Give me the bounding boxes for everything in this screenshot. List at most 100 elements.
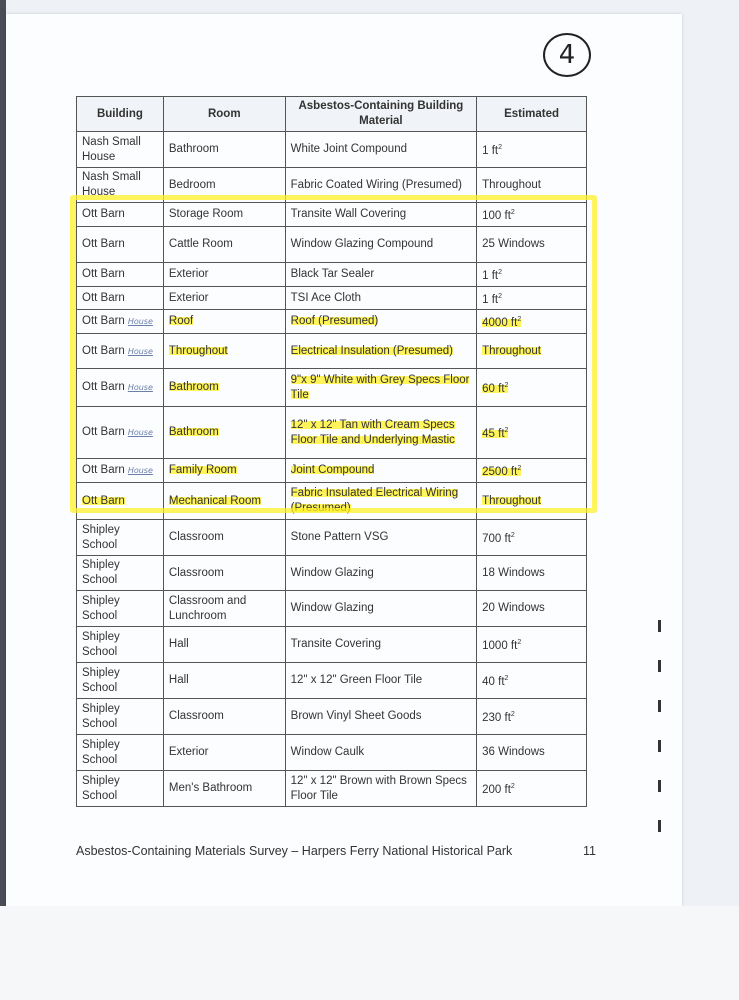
cell-estimated-text: 100 ft <box>482 209 511 222</box>
cell-building-text: Shipley School <box>82 630 120 658</box>
cell-material: 12" x 12" Tan with Cream Specs Floor Til… <box>284 406 478 460</box>
cell-material: Stone Pattern VSG <box>284 519 478 557</box>
scan-edge <box>0 0 6 912</box>
table-row: Shipley School Hall 12" x 12" Green Floor … <box>76 662 587 700</box>
cell-material-text: Transite Wall Covering <box>290 207 407 220</box>
cell-room-text: Classroom <box>168 710 224 723</box>
cell-estimated-text: 700 ft <box>482 533 511 546</box>
cell-building-text: Shipley School <box>82 559 120 587</box>
cell-estimated-text: 2500 ft2 <box>482 465 522 479</box>
cell-material: 12" x 12" Brown with Brown Specs Floor T… <box>284 770 478 808</box>
cell-building: Ott Barn <box>76 225 164 263</box>
cell-estimated: 200 ft2 <box>476 770 587 808</box>
cell-material: Transite Wall Covering <box>284 202 478 227</box>
table-row: Shipley School Classroom Stone Pattern VSG… <box>76 519 587 557</box>
cell-estimated-text: 200 ft <box>482 784 511 797</box>
cell-room-text: Hall <box>168 638 189 651</box>
cell-building: Shipley School <box>76 590 164 628</box>
header-room: Room <box>162 96 286 132</box>
cell-material: Brown Vinyl Sheet Goods <box>284 698 478 736</box>
cell-material: Window Glazing Compound <box>284 225 478 263</box>
cell-material-text: Stone Pattern VSG <box>290 531 389 544</box>
table-row: Ott Barn House Throughout Electrical Insula… <box>76 333 587 370</box>
cell-room: Classroom <box>162 555 286 592</box>
cell-material: Window Glazing <box>284 555 478 592</box>
cell-material-text: Window Caulk <box>290 746 365 759</box>
cell-estimated-text: 60 ft2 <box>482 382 509 396</box>
cell-estimated-text: 45 ft2 <box>482 427 509 441</box>
cell-estimated-text: 1000 ft <box>482 640 518 653</box>
cell-room: Bathroom <box>162 406 286 460</box>
cell-room: Hall <box>162 662 286 700</box>
cell-material: Fabric Coated Wiring (Presumed) <box>284 167 478 203</box>
handwritten-note: House <box>127 383 153 393</box>
cell-building: Shipley School <box>76 662 164 700</box>
handwritten-note: House <box>127 317 153 327</box>
cell-room-text: Mechanical Room <box>168 494 261 507</box>
superscript: 2 <box>504 427 509 435</box>
cell-room-text: Bathroom <box>168 381 219 394</box>
cell-estimated-text: 20 Windows <box>482 602 545 615</box>
cell-building-text: Nash Small House <box>82 171 141 198</box>
cell-estimated: 700 ft2 <box>476 519 587 557</box>
cell-building-text: Ott Barn <box>82 381 125 394</box>
cell-material-text: Roof (Presumed) <box>290 315 379 328</box>
table-row: Shipley School Exterior Window Caulk 36 Win… <box>76 734 587 772</box>
cell-estimated: 100 ft2 <box>476 202 587 227</box>
cell-material: Transite Covering <box>284 626 478 664</box>
superscript: 2 <box>517 465 522 473</box>
cell-room-text: Classroom and Lunchroom <box>168 594 247 622</box>
cell-building: Shipley School <box>76 698 164 736</box>
table-row: Nash Small House Bedroom Fabric Coated Wir… <box>76 167 587 203</box>
cell-estimated: 36 Windows <box>476 734 587 772</box>
cell-material: Joint Compound <box>284 458 478 484</box>
cell-material-text: Electrical Insulation (Presumed) <box>290 344 453 357</box>
cell-building-text: Ott Barn <box>82 315 125 328</box>
cell-building-text: Shipley School <box>82 594 120 622</box>
cell-estimated: 60 ft2 <box>476 368 587 408</box>
cell-estimated: 4000 ft2 <box>476 309 587 335</box>
cell-estimated-text: Throughout <box>482 344 541 357</box>
cell-room: Family Room <box>162 458 286 484</box>
asbestos-materials-table: Building Room Asbestos-Containing Buildi… <box>76 96 587 808</box>
scan-edge-marks <box>658 620 661 850</box>
cell-room-text: Hall <box>168 674 189 687</box>
table-row: Nash Small House Bathroom White Joint Comp… <box>76 131 587 168</box>
cell-room-text: Exterior <box>168 267 209 280</box>
cell-room-text: Bedroom <box>168 178 216 191</box>
table-row: Ott Barn Storage Room Transite Wall Coveri… <box>76 202 587 227</box>
cell-building: Shipley School <box>76 555 164 592</box>
cell-material: Roof (Presumed) <box>284 309 478 335</box>
cell-building: Ott Barn <box>76 482 164 521</box>
superscript: 2 <box>510 532 515 540</box>
cell-estimated-text: Throughout <box>482 494 541 507</box>
table-row: Shipley School Classroom and Lunchroom Win… <box>76 590 587 628</box>
cell-material-text: Window Glazing Compound <box>290 237 434 250</box>
handwritten-note: House <box>127 466 153 476</box>
cell-material-text: Black Tar Sealer <box>290 267 375 280</box>
cell-room: Classroom and Lunchroom <box>162 590 286 628</box>
cell-room: Throughout <box>162 333 286 370</box>
cell-material-text: 12" x 12" Tan with Cream Specs Floor Til… <box>290 418 455 446</box>
cell-estimated: 20 Windows <box>476 590 587 628</box>
cell-material-text: White Joint Compound <box>290 143 407 155</box>
cell-room: Bathroom <box>162 368 286 408</box>
cell-building: Nash Small House <box>76 167 164 203</box>
table-row: Ott Barn House Bathroom 9"x 9" White with G… <box>76 368 587 408</box>
cell-room-text: Storage Room <box>168 207 244 220</box>
cell-estimated-text: Throughout <box>482 178 541 191</box>
cell-building: Ott Barn <box>76 285 164 311</box>
table-row: Ott Barn House Roof Roof (Presumed) 4000 ft2 <box>76 309 587 335</box>
header-estimated: Estimated <box>476 96 587 132</box>
cell-building: Shipley School <box>76 770 164 808</box>
cell-material-text: Window Glazing <box>290 566 374 579</box>
cell-estimated: Throughout <box>476 333 587 370</box>
superscript: 2 <box>504 675 509 683</box>
cell-material-text: Joint Compound <box>290 464 375 477</box>
cell-room-text: Bathroom <box>168 426 219 439</box>
cell-material: Electrical Insulation (Presumed) <box>284 333 478 370</box>
handwritten-note: House <box>127 346 153 356</box>
cell-room: Exterior <box>162 734 286 772</box>
cell-estimated: 45 ft2 <box>476 406 587 460</box>
cell-material-text: Fabric Insulated Electrical Wiring (Pres… <box>290 487 459 515</box>
